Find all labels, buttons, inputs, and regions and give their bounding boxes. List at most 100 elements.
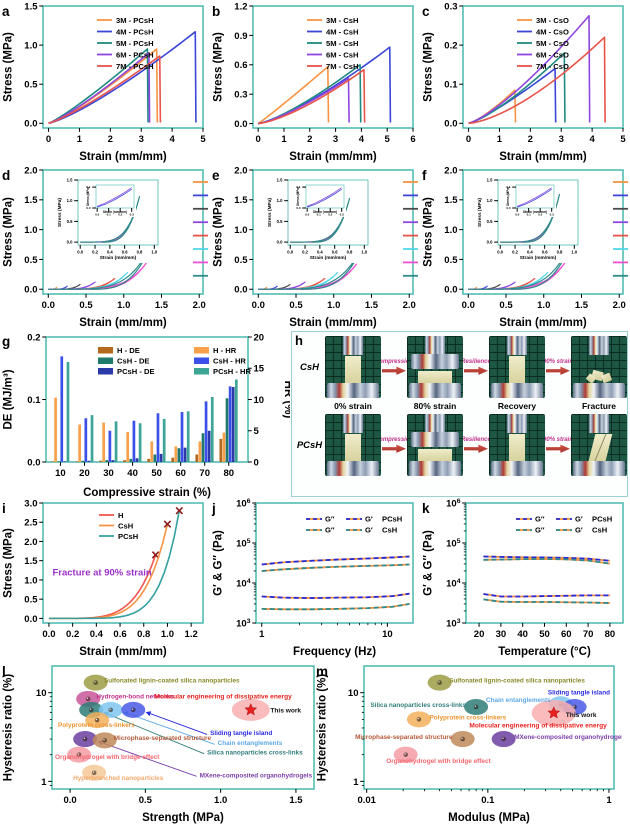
svg-text:0.8: 0.8 [137,250,143,255]
row-label: PCsH [296,439,323,451]
svg-text:4M - PCsH: 4M - PCsH [116,27,154,36]
svg-text:Stress (MPa): Stress (MPa) [213,197,225,267]
svg-text:0.9: 0.9 [234,31,247,42]
svg-text:0.0: 0.0 [515,213,520,217]
svg-text:0.01: 0.01 [357,795,376,806]
svg-text:Polyprotein cross-linkers: Polyprotein cross-linkers [430,714,507,721]
svg-text:Microphase-separated structure: Microphase-separated structure [114,735,212,742]
svg-text:5: 5 [620,134,626,145]
svg-text:0.1: 0.1 [296,185,301,189]
svg-text:1.0: 1.0 [24,575,37,586]
svg-text:0.0: 0.0 [305,213,310,217]
svg-text:1.0: 1.0 [151,250,157,255]
svg-text:0.5: 0.5 [24,80,38,91]
svg-text:0.6: 0.6 [234,60,247,71]
process-arrow: Compression [375,437,413,454]
svg-text:0.3: 0.3 [550,213,555,217]
svg-text:1.0: 1.0 [361,250,367,255]
svg-text:0.0: 0.0 [42,629,55,640]
svg-text:Stress (MPa): Stress (MPa) [267,198,273,227]
hydrogel-sample [418,448,452,461]
svg-text:Strain (mm/mm): Strain (mm/mm) [79,646,167,658]
svg-text:1: 1 [497,134,503,145]
svg-text:0.5: 0.5 [139,795,153,806]
svg-text:104: 104 [236,578,251,590]
svg-text:2.0: 2.0 [24,165,37,176]
svg-text:Fracture at 90% strain: Fracture at 90% strain [52,567,151,578]
svg-text:G′: G′ [365,526,373,535]
panel-h-body: CsH Compression Resilience 90% strain 0% str… [294,335,627,477]
svg-text:MXene-composited organohydroge: MXene-composited organohydrogels [514,734,622,741]
svg-text:Stress (MPa): Stress (MPa) [213,32,225,102]
svg-text:1.5: 1.5 [24,1,38,12]
svg-text:10: 10 [254,395,265,406]
svg-text:70: 70 [583,629,594,640]
svg-text:CsH - DE: CsH - DE [117,357,150,366]
svg-text:c: c [422,4,430,19]
photo-frx [571,336,627,398]
photo-row-PCsH: PCsH Compression Resilience 90% strain [294,413,627,477]
svg-text:3M - PCsH: 3M - PCsH [116,16,154,25]
svg-text:0.1: 0.1 [86,185,91,189]
svg-text:0.1: 0.1 [27,395,41,406]
svg-text:d: d [2,168,10,183]
photo-captions: 0% strain 80% strain Recovery Fracture [325,399,625,413]
svg-text:4M - CsH: 4M - CsH [326,27,359,36]
svg-text:Strength (MPa): Strength (MPa) [142,812,224,824]
svg-text:104: 104 [446,578,461,590]
photo-caption: Fracture [581,401,616,411]
svg-text:6M - CsO: 6M - CsO [536,50,569,59]
svg-text:2.0: 2.0 [444,165,457,176]
svg-text:Silica nanoparticles cross-lin: Silica nanoparticles cross-links [207,750,303,757]
svg-text:40: 40 [127,468,138,479]
svg-text:Silica nanoparticles cross-lin: Silica nanoparticles cross-links [370,702,466,709]
svg-text:0.5: 0.5 [24,255,38,266]
panel-j-modulus-vs-frequency-chart: 1 10 103 104 105 106 Frequency (Hz) G′ & G″ (Pa… [211,498,414,658]
svg-text:105: 105 [236,538,251,550]
svg-text:2.0: 2.0 [234,165,247,176]
svg-text:5M - CsH: 5M - CsH [326,39,359,48]
process-arrow: Compression [375,359,413,376]
svg-text:G′: G′ [575,515,583,524]
svg-text:This work: This work [270,707,301,714]
svg-text:HR (%): HR (%) [282,381,290,419]
process-arrow-label: 90% strain [543,358,574,365]
svg-text:0.0: 0.0 [506,206,511,210]
svg-text:2.0: 2.0 [403,300,416,311]
svg-text:0.1: 0.1 [317,213,322,217]
svg-text:3: 3 [559,134,564,145]
svg-text:Organohydrogel with bridge eff: Organohydrogel with bridge effect [386,758,491,765]
svg-text:0.0: 0.0 [63,795,76,806]
svg-text:60: 60 [561,629,572,640]
svg-text:PCsH - DE: PCsH - DE [117,367,155,376]
svg-text:i: i [2,501,6,516]
svg-text:1: 1 [259,629,265,640]
hydrogel-sample [509,356,525,384]
svg-text:0.5: 0.5 [444,255,458,266]
svg-text:0.0: 0.0 [95,213,100,217]
svg-text:Hysteresis ratio (%): Hysteresis ratio (%) [317,674,329,782]
svg-text:0.5: 0.5 [24,595,38,606]
svg-text:7M - CsH: 7M - CsH [326,62,359,71]
svg-text:4M - CsO: 4M - CsO [536,27,569,36]
svg-text:Strain (mm/mm): Strain (mm/mm) [79,317,167,329]
svg-text:5M - PCsH: 5M - PCsH [116,39,154,48]
svg-text:0.3: 0.3 [444,1,457,12]
svg-text:Stress (MPa): Stress (MPa) [3,528,15,598]
svg-text:4: 4 [169,134,175,145]
svg-text:Organohydrogel with bridge eff: Organohydrogel with bridge effect [55,754,160,761]
svg-text:40: 40 [517,629,528,640]
svg-text:1.0: 1.0 [67,198,73,203]
svg-text:0.2: 0.2 [538,213,543,217]
svg-text:PCsH: PCsH [382,515,402,524]
svg-text:50: 50 [539,629,550,640]
svg-text:H - HR: H - HR [213,346,237,355]
svg-text:0.2: 0.2 [118,213,123,217]
svg-text:Strain (mm/mm): Strain (mm/mm) [499,317,587,329]
panel-l-hysteresis-vs-strength-scatter: 0.0 0.5 1.0 1.5 1 10 Strength (MPa) Hysteresis … [2,664,315,824]
svg-text:Strain (mm/mm): Strain (mm/mm) [289,151,377,163]
svg-text:1.0: 1.0 [161,629,174,640]
svg-text:3: 3 [333,134,338,145]
svg-text:Frequency (Hz): Frequency (Hz) [293,646,376,658]
